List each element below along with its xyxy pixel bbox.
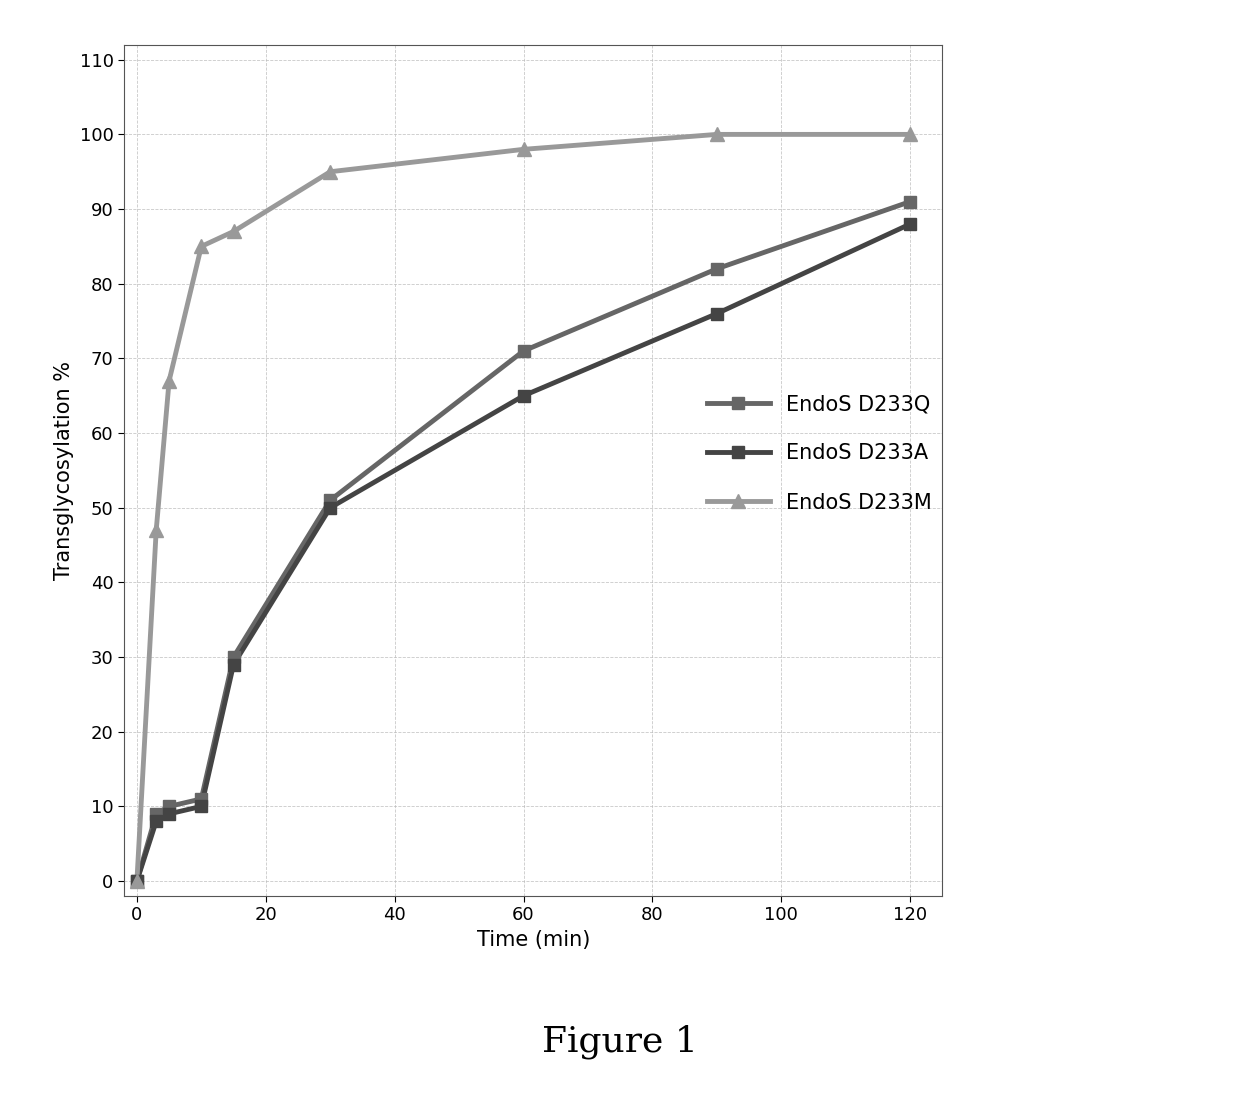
Legend: EndoS D233Q, EndoS D233A, EndoS D233M: EndoS D233Q, EndoS D233A, EndoS D233M <box>707 394 932 513</box>
EndoS D233A <box>903 217 918 231</box>
EndoS D233M <box>129 875 144 888</box>
Text: Figure 1: Figure 1 <box>542 1025 698 1058</box>
EndoS D233Q <box>903 195 918 208</box>
EndoS D233Q <box>149 808 164 821</box>
EndoS D233Q <box>709 262 724 276</box>
EndoS D233A <box>129 875 144 888</box>
EndoS D233Q <box>516 344 531 357</box>
EndoS D233M <box>322 165 337 178</box>
EndoS D233Q <box>226 651 241 664</box>
EndoS D233M <box>709 128 724 141</box>
EndoS D233A <box>149 814 164 828</box>
EndoS D233M <box>149 523 164 536</box>
Y-axis label: Transglycosylation %: Transglycosylation % <box>55 361 74 580</box>
EndoS D233M <box>193 240 208 253</box>
EndoS D233M <box>226 225 241 239</box>
EndoS D233M <box>161 374 176 388</box>
EndoS D233Q <box>161 800 176 813</box>
EndoS D233A <box>322 501 337 514</box>
EndoS D233M <box>903 128 918 141</box>
Line: EndoS D233Q: EndoS D233Q <box>130 195 916 887</box>
EndoS D233Q <box>322 494 337 507</box>
EndoS D233A <box>161 808 176 821</box>
EndoS D233M <box>516 142 531 156</box>
EndoS D233Q <box>193 792 208 805</box>
Line: EndoS D233A: EndoS D233A <box>130 217 916 887</box>
Line: EndoS D233M: EndoS D233M <box>130 128 918 888</box>
EndoS D233Q <box>129 875 144 888</box>
EndoS D233A <box>709 307 724 320</box>
EndoS D233A <box>516 389 531 402</box>
EndoS D233A <box>226 657 241 671</box>
EndoS D233A <box>193 800 208 813</box>
X-axis label: Time (min): Time (min) <box>476 930 590 950</box>
